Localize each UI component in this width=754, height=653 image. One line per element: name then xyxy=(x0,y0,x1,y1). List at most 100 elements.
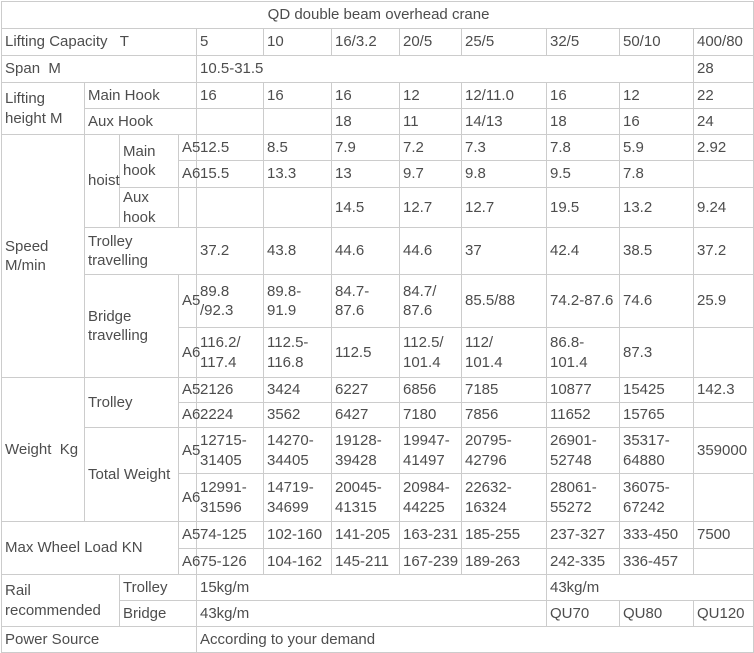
bridge-a6-value: 112.5- 116.8 xyxy=(263,327,332,378)
max-wheel-a6-value: 167-239 xyxy=(399,548,462,575)
total-weight-a6-value xyxy=(692,473,754,522)
table-row: QD double beam overhead crane xyxy=(0,1,754,29)
weight-trolley-a6-value: 11652 xyxy=(546,402,620,428)
total-weight-a6-value: 28061- 55272 xyxy=(546,473,620,522)
lifting-capacity-value: 5 xyxy=(196,28,264,56)
bridge-a6-value: 116.2/ 117.4 xyxy=(196,327,264,378)
max-wheel-a6-value: 75-126 xyxy=(196,548,264,575)
hoist-main-a6-value: 9.7 xyxy=(399,160,462,188)
power-source-label: Power Source xyxy=(1,626,197,653)
trolley-travelling-value: 42.4 xyxy=(546,227,620,275)
table-row: Speed M/min hoist Main hook A5 12.5 8.5 … xyxy=(1,134,754,378)
hoist-main-a5-value: 7.9 xyxy=(331,134,400,161)
hoist-main-hook-label: Main hook xyxy=(119,134,179,188)
bridge-travelling-label: Bridge travelling xyxy=(84,274,179,378)
hoist-main-a6-value: 9.8 xyxy=(461,160,547,188)
weight-trolley-a5-value: 15425 xyxy=(619,377,694,403)
hoist-aux-value: 13.2 xyxy=(619,187,694,228)
rail-bridge-qu120-value: QU120 xyxy=(692,600,754,627)
trolley-travelling-value: 38.5 xyxy=(619,227,694,275)
trolley-travelling-value: 43.8 xyxy=(263,227,332,275)
hoist-aux-value xyxy=(263,187,332,228)
bridge-a6-value: 112.5/ 101.4 xyxy=(399,327,462,378)
aux-hook-value: 18 xyxy=(331,108,400,135)
bridge-a5-value: 25.9 xyxy=(692,274,754,328)
total-weight-label: Total Weight xyxy=(84,427,179,522)
max-wheel-a5-value: 7500 xyxy=(692,521,754,549)
main-hook-value: 16 xyxy=(263,82,332,109)
max-wheel-a6-value xyxy=(692,548,754,575)
weight-trolley-a5-value: 142.3 xyxy=(692,377,754,403)
bridge-a6-value xyxy=(692,327,754,378)
hoist-aux-value xyxy=(196,187,264,228)
main-hook-label: Main Hook xyxy=(84,82,197,109)
bridge-a6-value: 112/ 101.4 xyxy=(461,327,547,378)
aux-hook-value: 14/13 xyxy=(461,108,547,135)
trolley-travelling-label: Trolley travelling xyxy=(84,227,197,275)
grade-a5-label: A5 xyxy=(178,274,200,328)
table-row: Power Source According to your demand xyxy=(1,626,754,653)
bridge-a5-value: 74.2-87.6 xyxy=(546,274,620,328)
aux-hook-value: 24 xyxy=(692,108,754,135)
rail-recommended-label: Rail recommended xyxy=(1,574,120,627)
rail-trolley-right-value: 43kg/m xyxy=(545,574,754,601)
weight-trolley-a6-value: 3562 xyxy=(263,402,332,428)
rail-bridge-left-value: 43kg/m xyxy=(196,600,547,627)
empty-cell xyxy=(178,187,197,228)
weight-trolley-a6-value: 7180 xyxy=(399,402,462,428)
weight-trolley-a6-value: 15765 xyxy=(619,402,694,428)
total-weight-a5-value: 12715- 31405 xyxy=(196,427,264,474)
hoist-main-a5-value: 7.8 xyxy=(546,134,620,161)
weight-trolley-a6-value: 2224 xyxy=(196,402,264,428)
table-row: Total Weight A5 12715- 31405 14270- 3440… xyxy=(2,427,754,522)
bridge-a5-value: 74.6 xyxy=(619,274,694,328)
lifting-capacity-value: 10 xyxy=(263,28,332,56)
bridge-a5-value: 84.7/ 87.6 xyxy=(399,274,462,328)
total-weight-a5-value: 19128- 39428 xyxy=(331,427,400,474)
weight-trolley-a6-value xyxy=(692,402,754,428)
table-row: A6 12991- 31596 14719- 34699 20045- 4131… xyxy=(2,473,754,522)
aux-hook-value: 18 xyxy=(546,108,620,135)
grade-a5-label: A5 xyxy=(178,427,200,474)
weight-trolley-a5-value: 6227 xyxy=(331,377,400,403)
grade-a6-label: A6 xyxy=(178,548,200,575)
max-wheel-a5-value: 102-160 xyxy=(263,521,332,549)
max-wheel-a5-value: 333-450 xyxy=(619,521,694,549)
lifting-capacity-label: Lifting Capacity T xyxy=(1,28,197,56)
total-weight-a6-value: 36075- 67242 xyxy=(619,473,694,522)
table-row: Bridge 43kg/m QU70 QU80 QU120 xyxy=(2,600,754,627)
weight-trolley-a6-value: 7856 xyxy=(461,402,547,428)
hoist-aux-value: 19.5 xyxy=(546,187,620,228)
trolley-travelling-value: 37.2 xyxy=(196,227,264,275)
bridge-a6-value: 86.8- 101.4 xyxy=(546,327,620,378)
trolley-travelling-value: 37 xyxy=(461,227,547,275)
total-weight-a6-value: 12991- 31596 xyxy=(196,473,264,522)
rail-bridge-label: Bridge xyxy=(119,600,197,627)
weight-label: Weight Kg xyxy=(1,377,85,522)
hoist-aux-hook-label: Aux hook xyxy=(119,187,179,228)
hoist-aux-value: 12.7 xyxy=(399,187,462,228)
main-hook-value: 12 xyxy=(399,82,462,109)
max-wheel-a5-value: 74-125 xyxy=(196,521,264,549)
total-weight-a6-value: 22632- 16324 xyxy=(461,473,547,522)
grade-a5-label: A5 xyxy=(178,521,200,549)
table-row: Weight Kg Trolley A5 2126 3424 6227 6856… xyxy=(1,377,754,522)
table-row: Lifting height M Main Hook 16 16 16 12 1… xyxy=(1,82,754,135)
main-hook-value: 12 xyxy=(619,82,694,109)
max-wheel-load-label: Max Wheel Load KN xyxy=(1,521,179,575)
grade-a6-label: A6 xyxy=(178,160,200,188)
table-row: Max Wheel Load KN A5 74-125 102-160 141-… xyxy=(1,521,754,575)
table-row: Bridge travelling A5 89.8 /92.3 89.8-91.… xyxy=(2,274,754,378)
total-weight-a5-value: 19947- 41497 xyxy=(399,427,462,474)
rail-bridge-qu70-value: QU70 xyxy=(546,600,620,627)
weight-trolley-a6-value: 6427 xyxy=(331,402,400,428)
table-row: A6 75-126 104-162 145-211 167-239 189-26… xyxy=(2,548,754,575)
hoist-main-a6-value: 9.5 xyxy=(546,160,620,188)
table-row: Trolley travelling 37.2 43.8 44.6 44.6 3… xyxy=(2,227,754,275)
aux-hook-label: Aux Hook xyxy=(84,108,197,135)
lifting-capacity-value: 25/5 xyxy=(461,28,547,56)
hoist-main-a6-value: 13 xyxy=(331,160,400,188)
table-row: Aux Hook 18 11 14/13 18 16 24 xyxy=(2,108,754,135)
weight-trolley-a5-value: 2126 xyxy=(196,377,264,403)
table-title: QD double beam overhead crane xyxy=(0,1,754,29)
